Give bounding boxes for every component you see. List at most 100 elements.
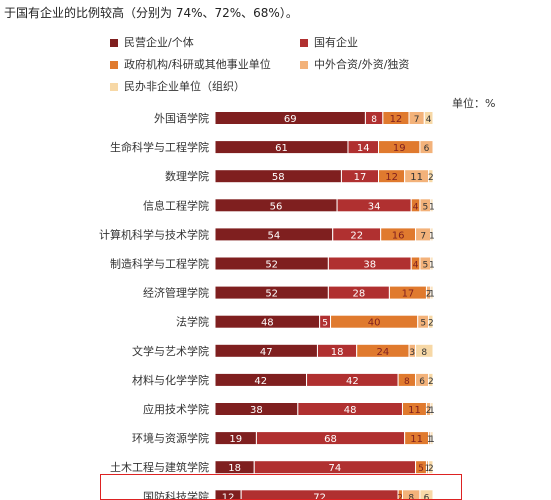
- bar-segment: [430, 256, 434, 271]
- data-label: 8: [408, 493, 414, 500]
- data-label: 58: [272, 172, 285, 183]
- category-label: 经济管理学院: [143, 286, 209, 300]
- data-label: 56: [270, 201, 283, 212]
- data-label: 28: [353, 289, 366, 300]
- data-label: 8: [404, 377, 410, 387]
- data-label: 5: [423, 261, 429, 271]
- legend-label-nonprofit: 民办非企业单位（组织）: [124, 80, 245, 93]
- data-label: 12: [222, 492, 235, 500]
- data-label: 7: [414, 115, 420, 125]
- data-label: 7: [420, 231, 426, 241]
- data-label: 8: [371, 115, 377, 125]
- data-label: 5: [322, 319, 328, 329]
- data-label: 1: [429, 435, 435, 445]
- data-label: 11: [408, 405, 421, 416]
- data-label: 1: [427, 435, 433, 445]
- data-label: 1: [425, 464, 431, 474]
- category-label: 信息工程学院: [143, 198, 209, 212]
- data-label: 4: [413, 261, 419, 271]
- data-label: 68: [324, 434, 337, 445]
- bar-segment: [430, 227, 434, 242]
- data-label: 54: [267, 230, 280, 241]
- bar-segment: [415, 343, 434, 358]
- legend-item-foreign: 中外合资/外资/独资: [300, 56, 409, 72]
- legend-item-state: 国有企业: [300, 34, 358, 50]
- bar-segment: [419, 140, 434, 155]
- bar-segment: [428, 460, 434, 475]
- data-label: 16: [392, 230, 405, 241]
- legend-item-nonprofit: 民办非企业单位（组织）: [110, 78, 245, 94]
- category-label: 国防科技学院: [143, 489, 209, 500]
- data-label: 5: [418, 464, 424, 474]
- bar-segment: [430, 431, 434, 446]
- data-label: 52: [265, 260, 278, 271]
- data-label: 12: [385, 172, 398, 183]
- data-label: 19: [393, 143, 406, 154]
- bar-segment: [428, 372, 434, 387]
- data-label: 48: [344, 405, 357, 416]
- data-label: 11: [410, 172, 423, 183]
- data-label: 34: [368, 201, 381, 212]
- data-label: 5: [423, 202, 429, 212]
- bar-segment: [428, 314, 434, 329]
- data-label: 42: [346, 376, 359, 387]
- bar-segment: [428, 169, 434, 184]
- legend-label-foreign: 中外合资/外资/独资: [314, 58, 410, 71]
- data-label: 14: [357, 143, 370, 154]
- data-label: 24: [376, 347, 389, 358]
- data-label: 1: [429, 231, 435, 241]
- data-label: 38: [363, 260, 376, 271]
- data-label: 17: [402, 289, 415, 300]
- data-label: 4: [426, 115, 432, 125]
- data-label: 18: [228, 463, 241, 474]
- legend-swatch-state: [300, 39, 308, 47]
- data-label: 2: [428, 173, 434, 183]
- data-label: 4: [413, 202, 419, 212]
- category-label: 土木工程与建筑学院: [110, 460, 209, 474]
- legend-swatch-private: [110, 39, 118, 47]
- category-label: 数理学院: [165, 169, 209, 183]
- unit-label: 单位：%: [452, 97, 496, 110]
- data-label: 61: [275, 143, 288, 154]
- bar-segment: [423, 111, 434, 125]
- data-label: 74: [329, 463, 342, 474]
- bar-segment: [419, 489, 434, 500]
- category-label: 生命科学与工程学院: [110, 140, 209, 154]
- data-label: 18: [331, 347, 344, 358]
- data-label: 19: [229, 434, 242, 445]
- data-label: 40: [368, 318, 381, 329]
- data-label: 38: [250, 405, 263, 416]
- data-label: 2: [428, 464, 434, 474]
- data-label: 1: [429, 261, 435, 271]
- legend-item-government: 政府机构/科研或其他事业单位: [110, 56, 271, 72]
- data-label: 47: [260, 347, 273, 358]
- legend-label-state: 国有企业: [314, 36, 358, 49]
- data-label: 3: [409, 348, 415, 358]
- legend-label-private: 民营企业/个体: [124, 36, 194, 49]
- category-label: 应用技术学院: [143, 402, 209, 416]
- legend-swatch-nonprofit: [110, 83, 118, 91]
- bar-segment: [430, 198, 434, 213]
- data-label: 2: [397, 493, 403, 500]
- data-label: 69: [284, 114, 297, 125]
- data-label: 2: [428, 319, 434, 329]
- data-label: 11: [410, 434, 423, 445]
- legend-item-private: 民营企业/个体: [110, 34, 194, 50]
- legend-swatch-foreign: [300, 61, 308, 69]
- data-label: 2: [426, 406, 432, 416]
- data-label: 17: [354, 172, 367, 183]
- data-label: 48: [261, 318, 274, 329]
- category-label: 制造科学与工程学院: [110, 257, 209, 271]
- data-label: 1: [429, 406, 435, 416]
- data-label: 2: [428, 377, 434, 387]
- category-label: 环境与资源学院: [132, 431, 209, 445]
- legend-swatch-government: [110, 61, 118, 69]
- data-label: 12: [390, 114, 403, 125]
- data-label: 52: [265, 289, 278, 300]
- intro-text: 于国有企业的比例较高（分别为 74%、72%、68%）。: [4, 6, 298, 20]
- data-label: 42: [254, 376, 267, 387]
- category-label: 法学院: [176, 315, 209, 329]
- category-label: 材料与化学学院: [132, 373, 209, 387]
- data-label: 1: [429, 290, 435, 300]
